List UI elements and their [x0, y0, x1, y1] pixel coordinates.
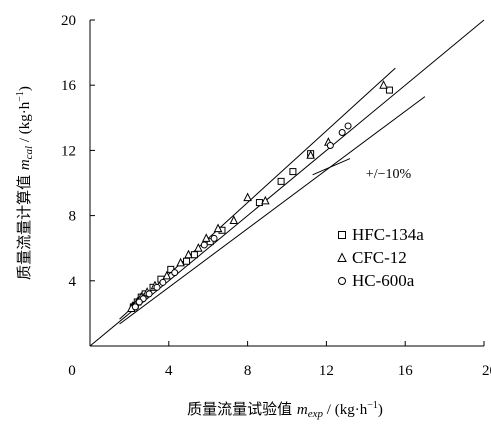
legend-label: HFC-134a — [352, 225, 424, 244]
reference-line-minus-10 — [119, 96, 426, 325]
legend-label: CFC-12 — [352, 248, 407, 267]
data-point-triangle — [229, 215, 239, 224]
data-point-triangle — [176, 257, 185, 267]
data-point-circle — [159, 278, 167, 286]
y-tick-label: 16 — [61, 78, 77, 94]
data-point-triangle — [184, 249, 193, 259]
data-point-circle — [200, 241, 208, 249]
data-point-square — [255, 199, 263, 207]
data-point-square — [183, 257, 191, 265]
x-axis-title: 质量流量试验值 mexp / (kg·h−1) — [187, 400, 383, 420]
x-tick-label: 16 — [398, 363, 414, 379]
annotation: +/−10% — [312, 158, 412, 182]
data-point-circle — [344, 122, 352, 130]
data-point-circle — [338, 128, 346, 136]
x-tick-label: 0 — [68, 363, 76, 379]
data-point-square — [277, 177, 285, 185]
data-point-circle — [171, 269, 179, 277]
legend-label: HC-600a — [352, 271, 415, 290]
data-point-triangle — [379, 80, 388, 89]
annotation-pointer — [312, 158, 351, 176]
x-tick-label: 20 — [482, 363, 491, 379]
reference-line-ideal — [89, 19, 485, 347]
data-point-circle — [145, 290, 153, 298]
data-point-square — [190, 251, 198, 259]
ticks: 0 4 8 12 16 20 4 8 12 16 20 — [61, 13, 491, 379]
y-axis-title: 质量流量计算值 mcal / (kg·h−1) — [15, 86, 35, 280]
data-point-triangle — [162, 270, 172, 280]
legend-marker-square — [338, 231, 346, 239]
data-point-circle — [135, 298, 143, 306]
y-tick-label: 8 — [69, 209, 77, 225]
legend-marker-triangle — [337, 252, 347, 262]
data-point-circle — [326, 142, 334, 150]
x-tick-label: 8 — [244, 363, 252, 379]
data-point-circle — [131, 303, 139, 311]
data-points — [127, 80, 393, 313]
x-tick-label: 12 — [319, 363, 334, 379]
annotation-label: +/−10% — [366, 167, 412, 182]
data-point-triangle — [261, 195, 270, 205]
data-point-triangle — [194, 243, 203, 252]
data-point-circle — [153, 283, 161, 291]
y-tick-label: 4 — [69, 274, 77, 290]
data-point-triangle — [243, 192, 252, 202]
y-tick-label: 12 — [61, 143, 76, 159]
legend-marker-circle — [338, 277, 346, 285]
data-point-circle — [210, 234, 218, 242]
data-point-triangle — [306, 150, 315, 159]
data-point-square — [385, 86, 393, 94]
y-tick-label: 20 — [61, 13, 76, 29]
data-point-square — [289, 168, 297, 176]
axes — [89, 20, 484, 347]
data-point-triangle — [201, 233, 211, 242]
x-tick-label: 4 — [165, 363, 173, 379]
legend: HFC-134a CFC-12 HC-600a — [337, 225, 424, 290]
data-point-triangle — [213, 223, 223, 233]
